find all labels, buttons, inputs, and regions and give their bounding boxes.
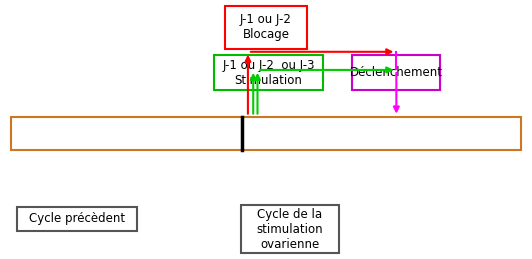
Bar — [240, 205, 339, 253]
Bar — [214, 55, 323, 90]
Bar — [17, 207, 137, 231]
Bar — [225, 6, 307, 49]
Text: Cycle de la
stimulation
ovarienne: Cycle de la stimulation ovarienne — [256, 208, 323, 251]
Bar — [352, 55, 440, 90]
Text: J-1 ou J-2  ou J-3
Stimulation: J-1 ou J-2 ou J-3 Stimulation — [222, 59, 315, 87]
Text: J-1 ou J-2
Blocage: J-1 ou J-2 Blocage — [240, 13, 292, 41]
Text: Déclenchement: Déclenchement — [350, 66, 443, 79]
Text: Cycle précèdent: Cycle précèdent — [29, 212, 125, 225]
Bar — [11, 117, 521, 150]
